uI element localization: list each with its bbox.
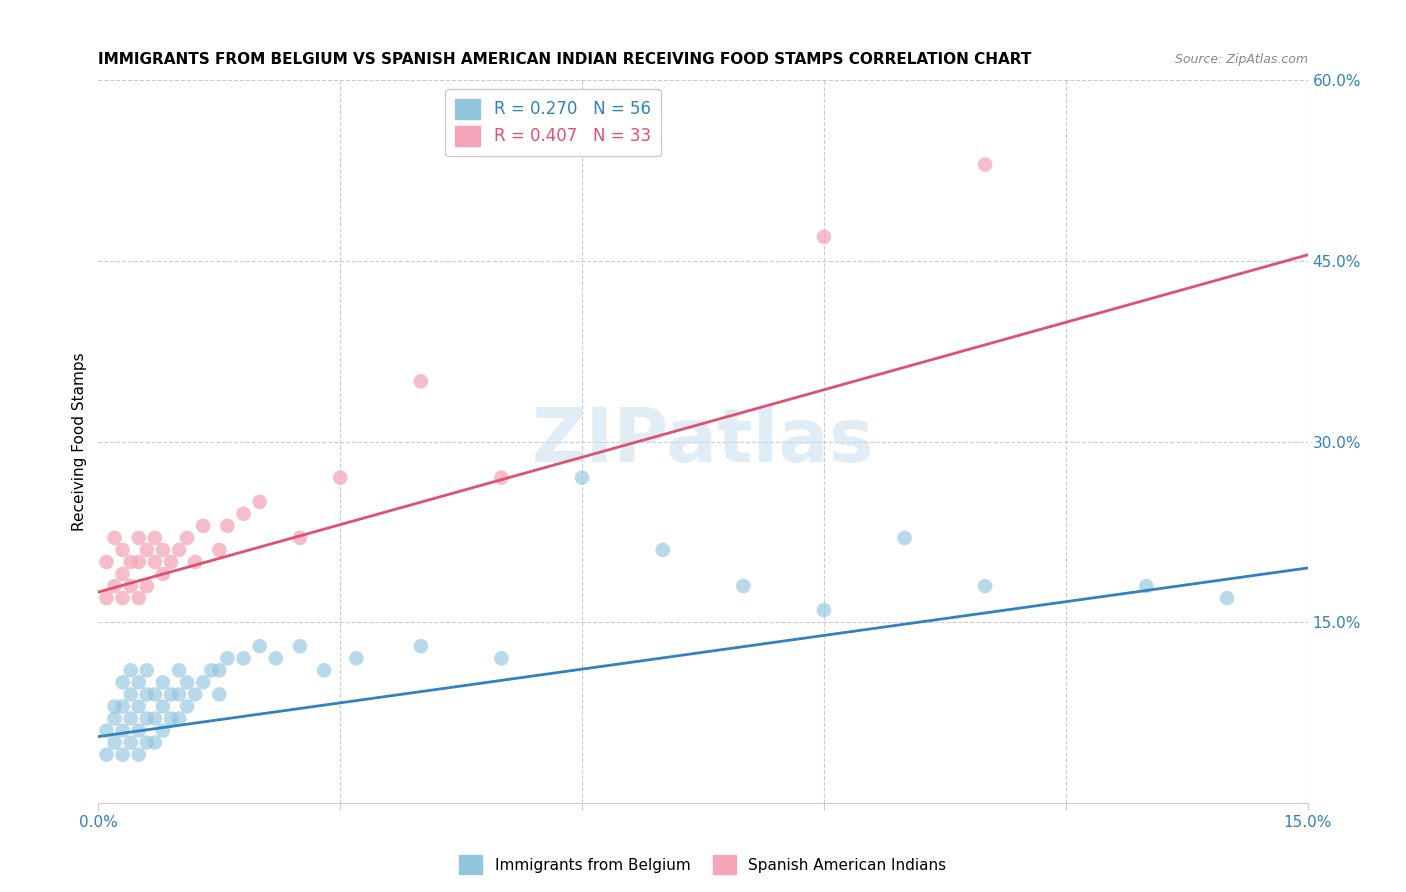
Point [128,747,150,762]
Point [128,675,150,690]
Point [152,723,174,738]
Point [120,664,142,678]
Point [135,687,157,701]
Y-axis label: Receiving Food Stamps: Receiving Food Stamps [72,352,87,531]
Point [160,687,183,701]
Legend: Immigrants from Belgium, Spanish American Indians: Immigrants from Belgium, Spanish America… [453,849,953,880]
Point [111,723,134,738]
Point [96,555,118,569]
Point [143,712,166,726]
Point [103,579,125,593]
Point [135,712,157,726]
Point [232,507,254,521]
Point [249,639,271,653]
Point [143,687,166,701]
Point [160,555,183,569]
Point [160,712,183,726]
Point [128,555,150,569]
Point [152,567,174,582]
Point [409,374,432,388]
Point [208,687,231,701]
Point [184,687,207,701]
Point [193,518,215,533]
Legend: R = 0.270   N = 56, R = 0.407   N = 33: R = 0.270 N = 56, R = 0.407 N = 33 [446,88,661,156]
Point [96,591,118,605]
Point [103,531,125,545]
Point [217,518,239,533]
Point [103,712,125,726]
Point [120,579,142,593]
Point [111,542,134,557]
Point [111,567,134,582]
Point [733,579,755,593]
Point [491,470,513,484]
Point [1135,579,1157,593]
Point [143,735,166,749]
Point [120,735,142,749]
Point [96,723,118,738]
Point [111,747,134,762]
Point [232,651,254,665]
Text: ZIPatlas: ZIPatlas [531,405,875,478]
Point [1216,591,1239,605]
Point [135,664,157,678]
Point [120,687,142,701]
Point [974,579,997,593]
Point [249,494,271,508]
Point [152,699,174,714]
Point [128,531,150,545]
Point [111,591,134,605]
Point [103,699,125,714]
Text: Source: ZipAtlas.com: Source: ZipAtlas.com [1174,53,1308,66]
Point [329,470,352,484]
Point [120,712,142,726]
Point [120,555,142,569]
Point [264,651,287,665]
Point [135,542,157,557]
Point [135,579,157,593]
Point [200,664,222,678]
Point [96,747,118,762]
Text: IMMIGRANTS FROM BELGIUM VS SPANISH AMERICAN INDIAN RECEIVING FOOD STAMPS CORRELA: IMMIGRANTS FROM BELGIUM VS SPANISH AMERI… [98,52,1032,67]
Point [167,712,190,726]
Point [651,542,673,557]
Point [128,591,150,605]
Point [344,651,367,665]
Point [314,664,336,678]
Point [288,531,311,545]
Point [152,675,174,690]
Point [167,687,190,701]
Point [893,531,915,545]
Point [217,651,239,665]
Point [176,531,198,545]
Point [167,664,190,678]
Point [571,470,593,484]
Point [409,639,432,653]
Point [143,531,166,545]
Point [103,735,125,749]
Point [135,735,157,749]
Point [813,603,835,617]
Point [128,699,150,714]
Point [176,699,198,714]
Point [167,542,190,557]
Point [128,723,150,738]
Point [208,542,231,557]
Point [176,675,198,690]
Point [111,675,134,690]
Point [288,639,311,653]
Point [208,664,231,678]
Point [143,555,166,569]
Point [974,157,997,171]
Point [184,555,207,569]
Point [813,230,835,244]
Point [152,542,174,557]
Point [111,699,134,714]
Point [491,651,513,665]
Point [193,675,215,690]
